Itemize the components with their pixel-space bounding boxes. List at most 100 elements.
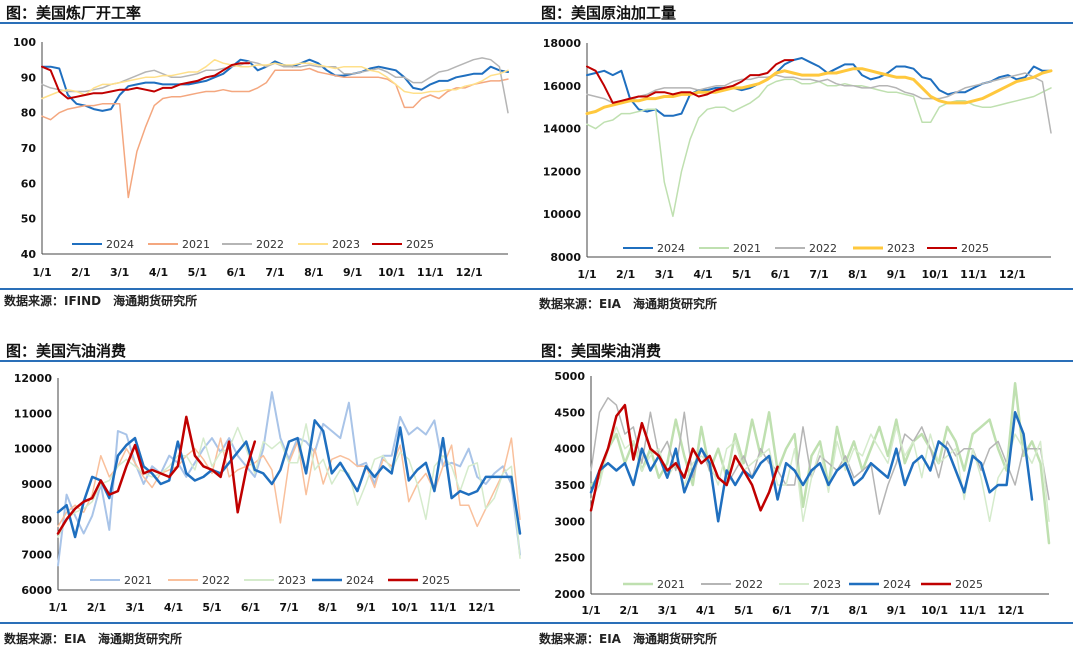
series-line-2024 [589,411,1034,523]
x-tick-label: 9/1 [887,604,906,617]
data-source: 数据来源：EIA 海通期货研究所 [539,632,717,646]
y-tick-label: 10000 [14,443,53,456]
x-tick-label: 11/1 [430,601,457,614]
series-line-2022 [57,437,521,528]
x-tick-label: 2/1 [620,604,639,617]
y-tick-label: 3500 [554,479,585,492]
legend-label-2023: 2023 [887,242,915,255]
legend-label-2022: 2022 [735,578,763,591]
series-line-2021 [41,67,509,199]
x-tick-label: 1/1 [32,266,51,279]
x-tick-label: 6/1 [772,604,791,617]
legend-label-2022: 2022 [256,238,284,251]
y-tick-label: 9000 [21,478,52,491]
y-tick-label: 2000 [554,588,585,601]
y-tick-label: 80 [21,107,37,120]
legend-label-2025: 2025 [406,238,434,251]
y-tick-label: 11000 [14,407,53,420]
x-tick-label: 6/1 [241,601,260,614]
series-line-2023 [57,423,521,559]
title-rule [0,22,538,24]
y-tick-label: 50 [21,213,37,226]
x-tick-label: 1/1 [577,268,596,281]
x-tick-label: 11/1 [417,266,444,279]
x-tick-label: 7/1 [810,604,829,617]
series-line-2024 [586,57,1052,117]
series-line-2021 [589,382,1051,545]
x-tick-label: 12/1 [999,268,1026,281]
x-tick-label: 2/1 [87,601,106,614]
title-rule [535,360,1073,362]
legend-label-2022: 2022 [809,242,837,255]
x-tick-label: 2/1 [71,266,90,279]
legend-label-2025: 2025 [422,574,450,587]
data-source: 数据来源：EIA 海通期货研究所 [539,297,717,311]
legend-label-2024: 2024 [883,578,911,591]
series-line-2025 [589,403,779,512]
data-source: 数据来源：EIA 海通期货研究所 [4,632,182,646]
legend-label-2024: 2024 [657,242,685,255]
x-tick-label: 11/1 [959,604,986,617]
x-tick-label: 8/1 [849,604,868,617]
y-tick-label: 10000 [543,208,582,221]
x-tick-label: 7/1 [809,268,828,281]
chart-title: 图：美国原油加工量 [541,4,677,22]
y-tick-label: 4500 [554,406,585,419]
y-tick-label: 8000 [21,513,52,526]
line-chart: 8000 10000 12000 14000 16000 18000 1/1 2/1 3/1 4/… [543,37,1053,281]
series-line-2025 [41,62,251,100]
series-line-2021 [57,391,521,567]
x-tick-label: 5/1 [202,601,221,614]
data-source: 数据来源：IFIND 海通期货研究所 [4,294,198,308]
x-tick-label: 12/1 [456,266,483,279]
y-tick-label: 90 [21,71,37,84]
y-tick-label: 3000 [554,515,585,528]
line-chart: 2000 2500 3000 3500 4000 4500 5000 1/1 2/1 3/1 4/1… [554,370,1051,617]
x-tick-label: 8/1 [848,268,867,281]
x-tick-label: 3/1 [658,604,677,617]
series-line-2024 [56,419,522,539]
x-tick-label: 12/1 [468,601,495,614]
chart-title: 图：美国汽油消费 [6,342,127,360]
y-tick-label: 4000 [554,443,585,456]
title-rule [0,360,538,362]
x-tick-label: 6/1 [227,266,246,279]
x-tick-label: 5/1 [732,268,751,281]
x-tick-label: 8/1 [318,601,337,614]
y-tick-label: 8000 [550,251,581,264]
y-tick-label: 18000 [543,37,582,50]
y-tick-label: 12000 [543,165,582,178]
line-chart: 6000 7000 8000 9000 10000 11000 12000 1/1 2/1 3/1… [14,372,522,614]
x-tick-label: 4/1 [149,266,168,279]
x-tick-label: 3/1 [655,268,674,281]
x-tick-label: 12/1 [997,604,1024,617]
x-tick-label: 1/1 [48,601,67,614]
x-tick-label: 3/1 [110,266,129,279]
x-tick-label: 8/1 [304,266,323,279]
x-tick-label: 10/1 [921,604,948,617]
x-tick-label: 9/1 [356,601,375,614]
legend-label-2025: 2025 [961,242,989,255]
legend-label-2021: 2021 [657,578,685,591]
x-tick-label: 1/1 [581,604,600,617]
x-tick-label: 2/1 [616,268,635,281]
y-tick-label: 7000 [21,549,52,562]
x-tick-label: 9/1 [343,266,362,279]
legend-label-2022: 2022 [202,574,230,587]
y-tick-label: 2500 [554,552,585,565]
chart-title: 图：美国炼厂开工率 [6,4,142,22]
x-tick-label: 10/1 [391,601,418,614]
source-rule [0,622,538,624]
source-rule [535,622,1073,624]
x-tick-label: 11/1 [960,268,987,281]
legend-label-2024: 2024 [346,574,374,587]
chart-panel-gasoline-consumption: 图：美国汽油消费 6000 7000 8000 9000 10000 11000 12000… [0,338,540,663]
y-tick-label: 12000 [14,372,53,385]
chart-panel-refinery-utilization: 图：美国炼厂开工率 40 50 60 70 80 90 100 1/1 2/1 3/1 4/1 5/1… [0,0,540,325]
legend-label-2023: 2023 [332,238,360,251]
x-tick-label: 4/1 [164,601,183,614]
chart-title: 图：美国柴油消费 [541,342,662,360]
x-tick-label: 10/1 [378,266,405,279]
x-tick-label: 5/1 [734,604,753,617]
series-line-2023 [41,58,509,100]
